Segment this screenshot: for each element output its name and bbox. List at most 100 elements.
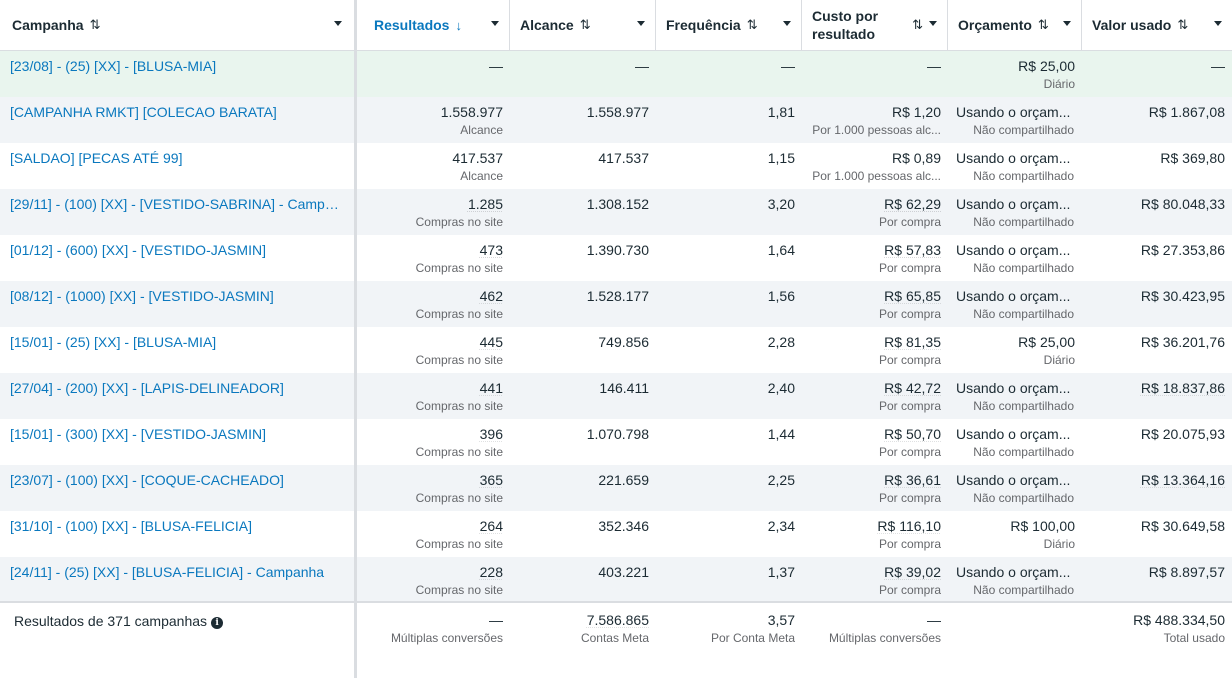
column-header-results[interactable]: Resultados ↓	[357, 0, 510, 50]
campaign-name-link[interactable]: [SALDAO] [PECAS ATÉ 99]	[10, 150, 183, 166]
amount-spent-value: R$ 80.048,33	[1140, 196, 1225, 212]
table-row[interactable]: [CAMPANHA RMKT] [COLECAO BARATA] 1.558.97…	[0, 97, 1232, 143]
column-header-reach[interactable]: Alcance ⇅	[510, 0, 656, 50]
cost-per-result-value[interactable]: R$ 36,61	[884, 472, 941, 488]
results-cell: 396 Compras no site	[357, 419, 510, 465]
reach-value: 1.070.798	[586, 426, 649, 442]
campaign-name-link[interactable]: [15/01] - (25) [XX] - [BLUSA-MIA]	[10, 334, 217, 350]
table-row[interactable]: [15/01] - (300) [XX] - [VESTIDO-JASMIN] 3…	[0, 419, 1232, 465]
reach-value: 1.558.977	[586, 104, 649, 120]
sort-icon[interactable]: ⇅	[89, 17, 101, 32]
cost-per-result-value[interactable]: R$ 42,72	[884, 380, 941, 396]
results-value[interactable]: 396	[479, 426, 503, 442]
sort-icon[interactable]: ⇅	[1037, 17, 1049, 32]
column-header-amount-spent[interactable]: Valor usado ⇅	[1082, 0, 1232, 50]
campaign-name-link[interactable]: [CAMPANHA RMKT] [COLECAO BARATA]	[10, 104, 277, 120]
reach-value: 417.537	[598, 150, 649, 166]
results-value[interactable]: 462	[479, 288, 503, 304]
results-type: Compras no site	[415, 353, 503, 367]
amount-spent-value: R$ 8.897,57	[1148, 564, 1225, 580]
info-icon[interactable]: i	[211, 617, 224, 629]
reach-cell: 749.856	[510, 327, 656, 373]
reach-value: 1.528.177	[586, 288, 649, 304]
results-value[interactable]: 228	[479, 564, 503, 580]
campaign-name-link[interactable]: [23/07] - (100) [XX] - [COQUE-CACHEADO]	[10, 472, 284, 488]
table-row[interactable]: [27/04] - (200) [XX] - [LAPIS-DELINEADOR…	[0, 373, 1232, 419]
sort-desc-icon[interactable]: ↓	[455, 17, 462, 33]
budget-value: Usando o orçam...	[956, 196, 1071, 212]
budget-cell: Usando o orçam... Não compartilhado	[948, 189, 1082, 235]
cost-per-result-value[interactable]: R$ 39,02	[884, 564, 941, 580]
campaign-name-cell: [23/08] - (25) [XX] - [BLUSA-MIA]	[0, 51, 357, 97]
frequency-cell: —	[656, 51, 802, 97]
chevron-down-icon[interactable]	[491, 21, 499, 26]
campaign-name-cell: [CAMPANHA RMKT] [COLECAO BARATA]	[0, 97, 357, 143]
cost-per-result-value[interactable]: R$ 50,70	[884, 426, 941, 442]
results-value[interactable]: 473	[479, 242, 503, 258]
column-header-frequency[interactable]: Frequência ⇅	[656, 0, 802, 50]
table-row[interactable]: [01/12] - (600) [XX] - [VESTIDO-JASMIN] 4…	[0, 235, 1232, 281]
column-header-cost-per-result[interactable]: Custo por resultado ⇅	[802, 0, 948, 50]
budget-cell: Usando o orçam... Não compartilhado	[948, 373, 1082, 419]
budget-value: Usando o orçam...	[956, 426, 1071, 442]
campaign-name-link[interactable]: [29/11] - (100) [XX] - [VESTIDO-SABRINA]…	[10, 196, 346, 212]
column-header-budget[interactable]: Orçamento ⇅	[948, 0, 1082, 50]
cost-per-result-type: Por compra	[878, 491, 941, 505]
cost-per-result-value[interactable]: R$ 81,35	[884, 334, 941, 350]
results-value[interactable]: 365	[479, 472, 503, 488]
table-row[interactable]: [31/10] - (100) [XX] - [BLUSA-FELICIA] 26…	[0, 511, 1232, 557]
budget-type: Diário	[1043, 77, 1075, 91]
chevron-down-icon[interactable]	[1214, 21, 1222, 26]
budget-type: Não compartilhado	[973, 123, 1074, 137]
reach-cell: —	[510, 51, 656, 97]
sort-icon[interactable]: ⇅	[912, 17, 923, 32]
results-value[interactable]: 264	[479, 518, 503, 534]
cost-per-result-value[interactable]: R$ 62,29	[884, 196, 941, 212]
results-cell: 264 Compras no site	[357, 511, 510, 557]
cost-per-result-cell: R$ 116,10 Por compra	[802, 511, 948, 557]
results-value[interactable]: 441	[479, 380, 503, 396]
summary-results: — Múltiplas conversões	[390, 612, 503, 645]
campaign-name-link[interactable]: [08/12] - (1000) [XX] - [VESTIDO-JASMIN]	[10, 288, 274, 304]
cost-per-result-cell: R$ 65,85 Por compra	[802, 281, 948, 327]
budget-value: Usando o orçam...	[956, 472, 1071, 488]
chevron-down-icon[interactable]	[1063, 21, 1071, 26]
budget-type: Não compartilhado	[973, 583, 1074, 597]
reach-cell: 1.308.152	[510, 189, 656, 235]
results-type: Compras no site	[415, 399, 503, 413]
results-value: 1.558.977	[440, 104, 503, 120]
results-value[interactable]: 445	[479, 334, 503, 350]
table-row[interactable]: [08/12] - (1000) [XX] - [VESTIDO-JASMIN]…	[0, 281, 1232, 327]
table-row[interactable]: [SALDAO] [PECAS ATÉ 99] 417.537 Alcance 417…	[0, 143, 1232, 189]
table-row[interactable]: [29/11] - (100) [XX] - [VESTIDO-SABRINA]…	[0, 189, 1232, 235]
budget-type: Não compartilhado	[973, 261, 1074, 275]
campaign-name-link[interactable]: [24/11] - (25) [XX] - [BLUSA-FELICIA] - …	[10, 564, 325, 580]
cost-per-result-value[interactable]: R$ 65,85	[884, 288, 941, 304]
table-row[interactable]: [23/08] - (25) [XX] - [BLUSA-MIA] — — — — R$ …	[0, 51, 1232, 97]
cost-per-result-value[interactable]: R$ 57,83	[884, 242, 941, 258]
campaign-name-link[interactable]: [31/10] - (100) [XX] - [BLUSA-FELICIA]	[10, 518, 252, 534]
reach-value: 1.390.730	[586, 242, 649, 258]
campaign-name-link[interactable]: [27/04] - (200) [XX] - [LAPIS-DELINEADOR…	[10, 380, 284, 396]
campaign-name-link[interactable]: [01/12] - (600) [XX] - [VESTIDO-JASMIN]	[10, 242, 266, 258]
budget-cell: Usando o orçam... Não compartilhado	[948, 465, 1082, 511]
chevron-down-icon[interactable]	[334, 21, 342, 26]
campaign-name-link[interactable]: [15/01] - (300) [XX] - [VESTIDO-JASMIN]	[10, 426, 266, 442]
table-row[interactable]: [23/07] - (100) [XX] - [COQUE-CACHEADO] 3…	[0, 465, 1232, 511]
cost-per-result-value[interactable]: R$ 116,10	[877, 518, 941, 534]
table-row[interactable]: [15/01] - (25) [XX] - [BLUSA-MIA] 445 Comp…	[0, 327, 1232, 373]
amount-spent-value: R$ 20.075,93	[1140, 426, 1225, 442]
sort-icon[interactable]: ⇅	[1177, 17, 1188, 32]
cost-per-result-type: Por compra	[878, 215, 941, 229]
sort-icon[interactable]: ⇅	[579, 17, 591, 32]
results-value[interactable]: 1.285	[467, 196, 503, 212]
chevron-down-icon[interactable]	[929, 21, 937, 26]
chevron-down-icon[interactable]	[783, 21, 791, 26]
campaign-name-link[interactable]: [23/08] - (25) [XX] - [BLUSA-MIA]	[10, 58, 217, 74]
sort-icon[interactable]: ⇅	[746, 17, 758, 32]
chevron-down-icon[interactable]	[637, 21, 645, 26]
table-row[interactable]: [24/11] - (25) [XX] - [BLUSA-FELICIA] - …	[0, 557, 1232, 603]
frequency-cell: 3,20	[656, 189, 802, 235]
column-header-campaign[interactable]: Campanha ⇅	[0, 0, 357, 50]
reach-value: 749.856	[598, 334, 649, 350]
